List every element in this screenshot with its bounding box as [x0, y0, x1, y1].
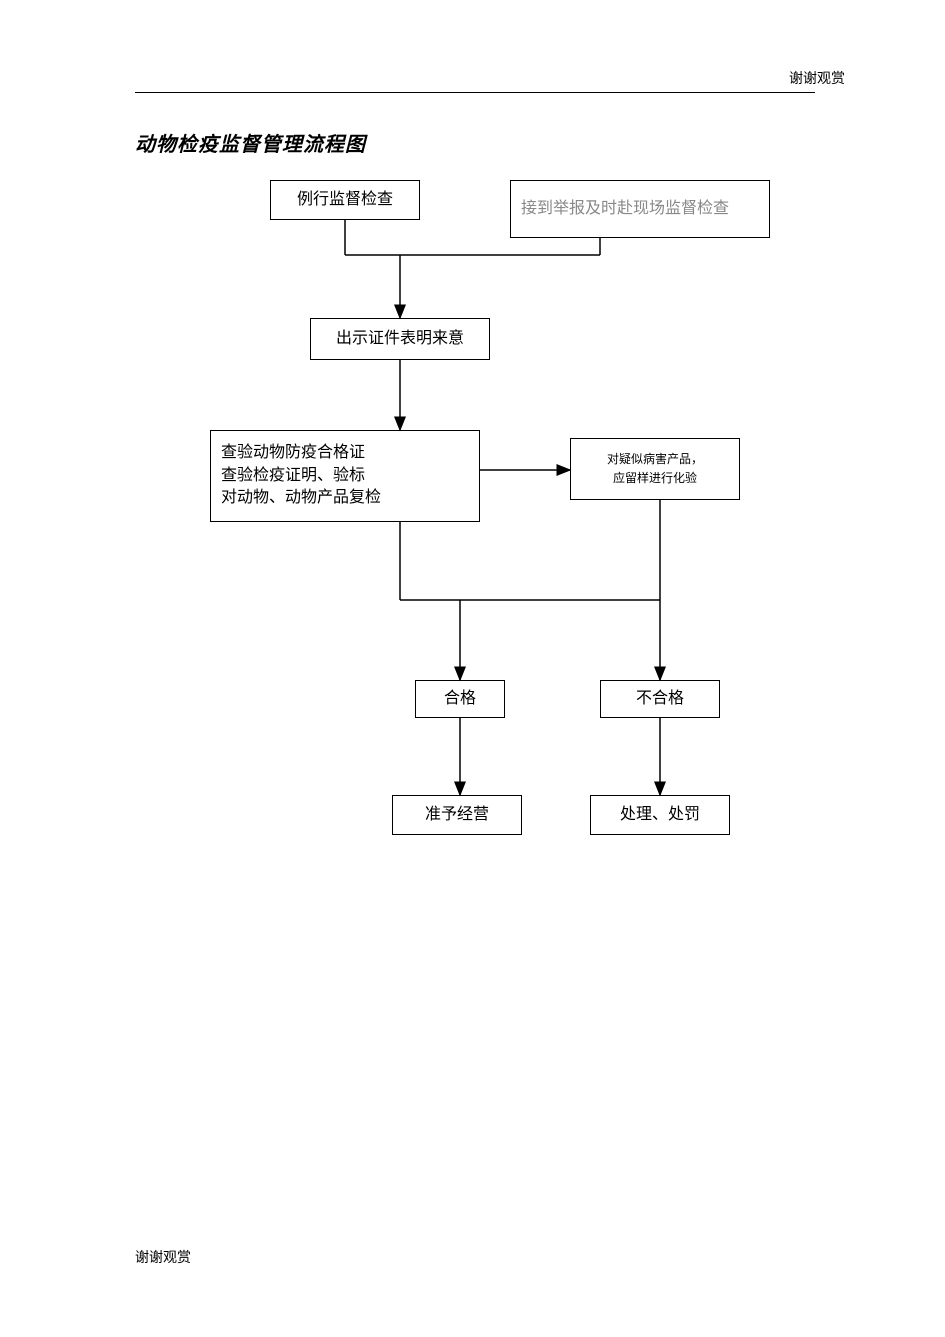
footer-watermark: 谢谢观赏 [135, 1247, 191, 1267]
node-suspect-sample: 对疑似病害产品， 应留样进行化验 [570, 438, 740, 500]
node-label: 出示证件表明来意 [336, 328, 464, 350]
node-report-received: 接到举报及时赴现场监督检查 [510, 180, 770, 238]
node-label: 不合格 [636, 688, 684, 710]
node-label: 处理、处罚 [620, 804, 700, 826]
node-inspect: 查验动物防疫合格证 查验检疫证明、验标 对动物、动物产品复检 [210, 430, 480, 522]
node-label: 查验动物防疫合格证 查验检疫证明、验标 对动物、动物产品复检 [221, 442, 381, 509]
node-label: 合格 [444, 688, 476, 710]
node-punish: 处理、处罚 [590, 795, 730, 835]
node-label: 接到举报及时赴现场监督检查 [521, 198, 729, 220]
node-approve: 准予经营 [392, 795, 522, 835]
node-fail: 不合格 [600, 680, 720, 718]
node-label: 例行监督检查 [297, 189, 393, 211]
node-label: 对疑似病害产品， 应留样进行化验 [607, 450, 703, 488]
node-routine-inspection: 例行监督检查 [270, 180, 420, 220]
header-watermark: 谢谢观赏 [789, 68, 845, 88]
page: 谢谢观赏 动物检疫监督管理流程图 例行监督检查 接到举报及时赴现场监督检查 出示… [0, 0, 945, 1337]
flowchart-connectors [0, 0, 945, 1337]
node-pass: 合格 [415, 680, 505, 718]
header-rule [135, 92, 815, 93]
page-title: 动物检疫监督管理流程图 [135, 128, 366, 157]
node-show-id: 出示证件表明来意 [310, 318, 490, 360]
node-label: 准予经营 [425, 804, 489, 826]
